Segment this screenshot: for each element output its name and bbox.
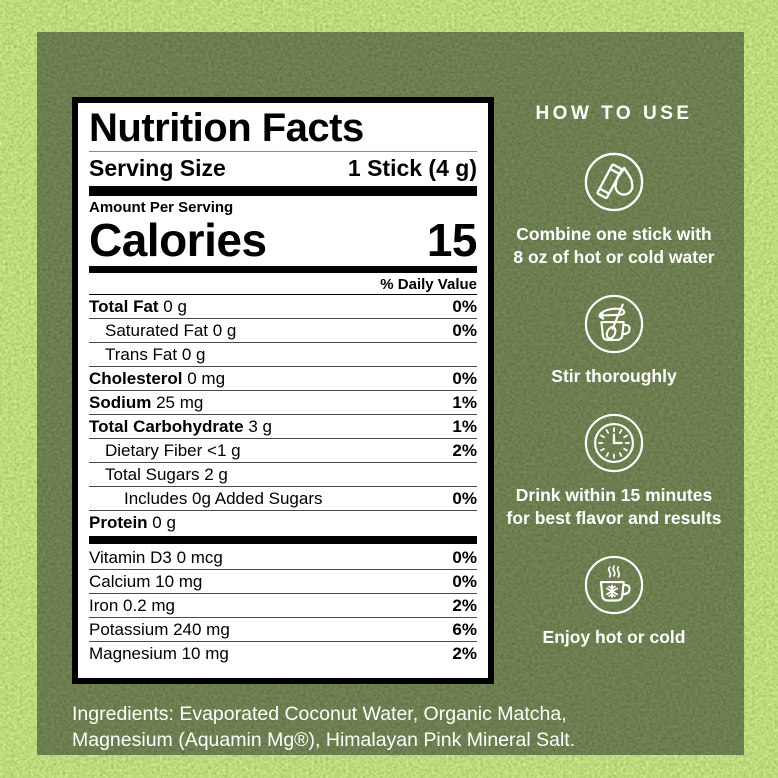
nutrition-row: Total Sugars 2 g (89, 463, 477, 487)
daily-value-percent: 2% (452, 596, 477, 615)
how-to-use-step-3: Drink within 15 minutes for best flavor … (506, 412, 722, 530)
nutrient-name: Iron 0.2 mg (89, 596, 175, 615)
daily-value-percent: 0% (452, 548, 477, 567)
calories-row: Calories 15 (89, 214, 478, 266)
nutrition-row: Dietary Fiber <1 g 2% (89, 439, 477, 463)
stir-icon (583, 293, 645, 355)
how-to-use-section: HOW TO USE Combine one stick with 8 oz o… (498, 103, 730, 673)
nutrition-row: Total Carbohydrate 3 g 1% (89, 415, 477, 439)
daily-value-percent: 1% (452, 417, 477, 436)
nutrient-name: Magnesium 10 mg (89, 644, 229, 663)
nutrient-name: Total Sugars 2 g (105, 465, 228, 484)
how-to-use-title: HOW TO USE (535, 103, 693, 124)
clock-icon (583, 412, 645, 474)
step-text: Enjoy hot or cold (542, 627, 686, 647)
nutrition-row: Total Fat 0 g 0% (89, 295, 477, 319)
daily-value-percent: 0% (452, 369, 477, 388)
how-to-use-step-1: Combine one stick with 8 oz of hot or co… (513, 151, 715, 269)
nutrient-name: Dietary Fiber <1 g (105, 441, 241, 460)
nutrition-facts-label: Nutrition Facts Serving Size 1 Stick (4 … (72, 97, 494, 684)
nutrition-row: Sodium 25 mg 1% (89, 391, 477, 415)
nutrition-row: Magnesium 10 mg 2% (89, 642, 477, 665)
title-rule (89, 151, 477, 152)
nutrient-name: Vitamin D3 0 mcg (89, 548, 223, 567)
nutrient-name: Total Carbohydrate 3 g (89, 417, 272, 436)
nutrient-name: Includes 0g Added Sugars (124, 489, 323, 508)
nutrient-name: Sodium 25 mg (89, 393, 204, 412)
daily-value-header: % Daily Value (89, 275, 477, 295)
nutrient-name: Total Fat 0 g (89, 297, 187, 316)
nutrition-row: Trans Fat 0 g (89, 343, 477, 367)
amount-per-serving-label: Amount Per Serving (89, 199, 234, 216)
serving-size-row: Serving Size 1 Stick (4 g) (89, 153, 477, 183)
nutrition-row: Calcium 10 mg 0% (89, 570, 477, 594)
ingredients-text: Ingredients: Evaporated Coconut Water, O… (72, 703, 576, 751)
nutrition-row: Potassium 240 mg 6% (89, 618, 477, 642)
nutrient-name: Calcium 10 mg (89, 572, 203, 591)
divider-bar-thick (89, 186, 477, 196)
nutrition-row: Saturated Fat 0 g 0% (89, 319, 477, 343)
daily-value-percent: 0% (452, 297, 477, 316)
nutrition-facts-title: Nutrition Facts (89, 106, 364, 150)
serving-size-label: Serving Size (89, 155, 226, 181)
nutrient-rows: Total Fat 0 g 0% Saturated Fat 0 g 0% Trans … (89, 295, 477, 534)
daily-value-percent: 0% (452, 321, 477, 340)
step-text: Stir thoroughly (551, 366, 677, 386)
vitamin-mineral-rows: Vitamin D3 0 mcg 0% Calcium 10 mg 0% Iron 0.… (89, 546, 477, 665)
nutrition-row: Iron 0.2 mg 2% (89, 594, 477, 618)
how-to-use-step-4: Enjoy hot or cold (542, 554, 686, 649)
daily-value-percent: 6% (452, 620, 477, 639)
nutrient-name: Potassium 240 mg (89, 620, 230, 639)
nutrient-name: Cholesterol 0 mg (89, 369, 226, 388)
serving-size-value: 1 Stick (4 g) (347, 155, 477, 181)
nutrient-name: Protein 0 g (89, 513, 176, 532)
daily-value-percent: 2% (452, 441, 477, 460)
step-text: Combine one stick with 8 oz of hot or co… (513, 224, 715, 267)
nutrition-row: Protein 0 g (89, 511, 477, 534)
how-to-use-step-2: Stir thoroughly (551, 293, 677, 388)
daily-value-percent: 1% (452, 393, 477, 412)
stick-water-icon (583, 151, 645, 213)
step-text: Drink within 15 minutes for best flavor … (506, 485, 722, 528)
daily-value-percent: 2% (452, 644, 477, 663)
nutrient-name: Trans Fat 0 g (105, 345, 206, 364)
hot-cold-cup-icon (583, 554, 645, 616)
calories-label: Calories (89, 214, 267, 266)
calories-value: 15 (426, 214, 478, 266)
divider-bar-thick-2 (89, 536, 477, 544)
divider-bar-medium (89, 266, 477, 273)
nutrition-row: Vitamin D3 0 mcg 0% (89, 546, 477, 570)
daily-value-percent: 0% (452, 572, 477, 591)
daily-value-percent: 0% (452, 489, 477, 508)
nutrition-row: Cholesterol 0 mg 0% (89, 367, 477, 391)
nutrient-name: Saturated Fat 0 g (105, 321, 237, 340)
nutrition-row: Includes 0g Added Sugars 0% (89, 487, 477, 511)
